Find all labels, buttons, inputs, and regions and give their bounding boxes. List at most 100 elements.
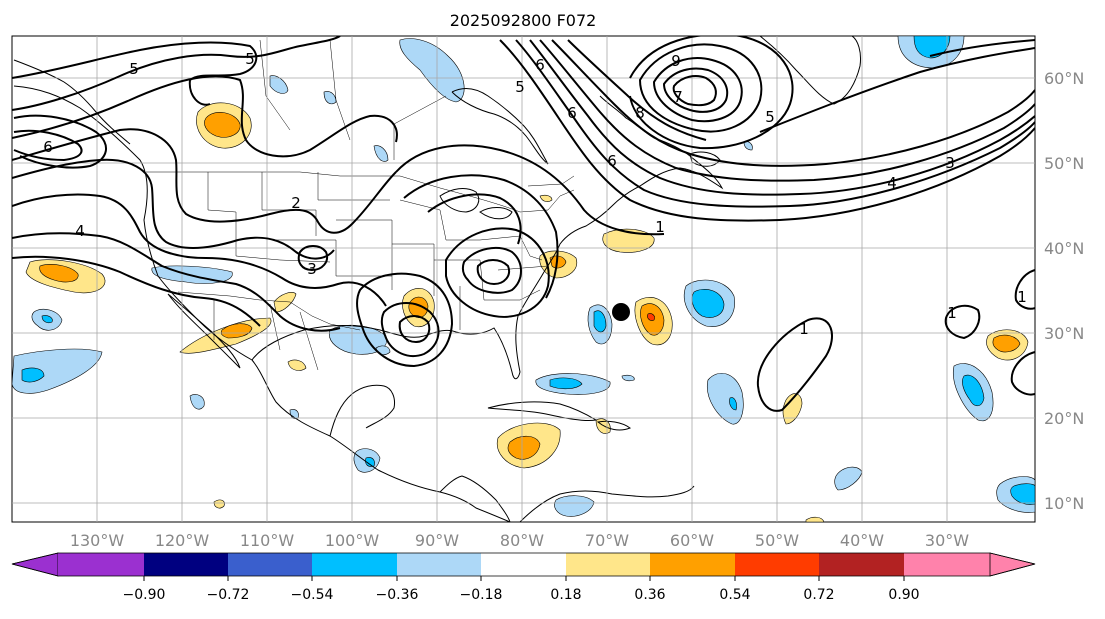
great-lakes [439,188,480,213]
contour-line [944,304,981,340]
state-line [259,39,291,131]
contour-line [398,315,431,344]
contour-line [12,255,261,327]
cool-anomaly-blob [373,145,389,162]
contour-labels: 5 6 4 5 2 3 6 5 9 6 8 7 6 5 4 3 1 1 1 1 [43,50,1027,338]
lon-label: 70°W [585,531,629,550]
state-line [235,255,331,263]
contour-line [551,39,1035,167]
contour-label: 1 [1017,288,1027,306]
cool-anomaly-blob [21,367,45,383]
cool-anomaly-blob [269,75,289,94]
state-line [207,172,237,256]
contour-label: 5 [765,108,775,126]
lat-label: 40°N [1044,239,1084,258]
colorbar-tick-label: 0.72 [803,587,834,603]
colorbar-outline [11,552,1036,577]
contour-line [539,39,1035,182]
state-line [479,235,543,261]
colorbar-tick-label: −0.72 [207,587,250,603]
contour-line [672,75,717,107]
contour-line [638,43,763,133]
cool-anomaly-blob [12,348,103,394]
cool-anomaly-blob [621,374,635,382]
contour-line [756,317,833,412]
contour-label: 5 [515,78,525,96]
colorbar-segment [904,553,990,576]
colorbar-tick-label: −0.54 [291,587,334,603]
warm-anomaly-blob [992,334,1021,353]
contour-line [12,36,341,111]
colorbar-extend-low [11,552,59,577]
south-america-coast [519,485,695,522]
colorbar-tick-label: −0.90 [123,587,166,603]
contour-label: 5 [129,60,139,78]
lat-label: 50°N [1044,154,1084,173]
warm-anomaly-blob [273,292,297,313]
contour-line [427,193,522,245]
cool-anomaly-blob [549,377,583,390]
lon-label: 60°W [670,531,714,550]
map-title: 2025092800 F072 [450,11,597,30]
cool-anomaly-blob [834,466,863,491]
colorbar-segment [566,553,650,576]
contour-line [12,158,335,260]
lon-label: 110°W [240,531,295,550]
warm-anomaly-blob [287,359,307,371]
contour-line [759,47,1035,133]
cool-anomaly-blob [729,397,737,411]
warm-anomaly-blob [408,296,429,318]
contour-label: 3 [945,154,955,172]
colorbar-segment [312,553,397,576]
contour-line [629,36,794,150]
state-line [484,289,541,301]
colorbar-segment [650,553,735,576]
contour-line [395,144,665,236]
contour-line [12,232,341,332]
cool-anomaly-blob [691,289,725,318]
contour-line [297,245,328,272]
contour-label: 4 [887,174,897,192]
contour-label: 3 [307,260,317,278]
contour-line [929,39,1035,57]
contour-line [476,259,510,286]
contour-label: 6 [43,138,53,156]
contour-label: 5 [245,50,255,68]
gulf-coast [251,271,545,380]
cool-anomaly-blob [189,394,205,410]
colorbar-segment [144,553,228,576]
cool-anomaly-blob [962,374,985,407]
contour-line [380,302,440,357]
colorbar-tick-label: 0.36 [634,587,665,603]
lon-label: 130°W [70,531,125,550]
contour-label: 2 [291,194,301,212]
contour-line [403,174,559,299]
central-america [439,475,511,522]
cool-anomaly-blob [707,372,744,425]
lon-label: 50°W [755,531,799,550]
contour-line [1014,269,1035,310]
lat-label: 10°N [1044,494,1084,513]
hudson-bay [451,88,549,165]
us-mexico-border [177,291,361,331]
contour-label: 6 [567,104,577,122]
contour-lines [12,36,1035,412]
contour-line [499,39,1035,222]
contour-label: 4 [75,222,85,240]
latitude-labels: 60°N 50°N 40°N 30°N 20°N 10°N [1044,69,1084,513]
cool-anomaly-blob [1010,483,1035,505]
lon-label: 30°W [925,531,969,550]
contour-line [461,246,522,294]
contour-line [12,128,397,234]
lon-label: 80°W [500,531,544,550]
colorbar-segment [735,553,819,576]
contour-line [356,272,454,368]
state-line [399,199,480,241]
warm-anomaly-blob [220,323,253,339]
contour-label: 7 [673,88,683,106]
contour-line [12,193,387,307]
state-line [434,259,485,301]
us-canada-border [146,171,575,213]
